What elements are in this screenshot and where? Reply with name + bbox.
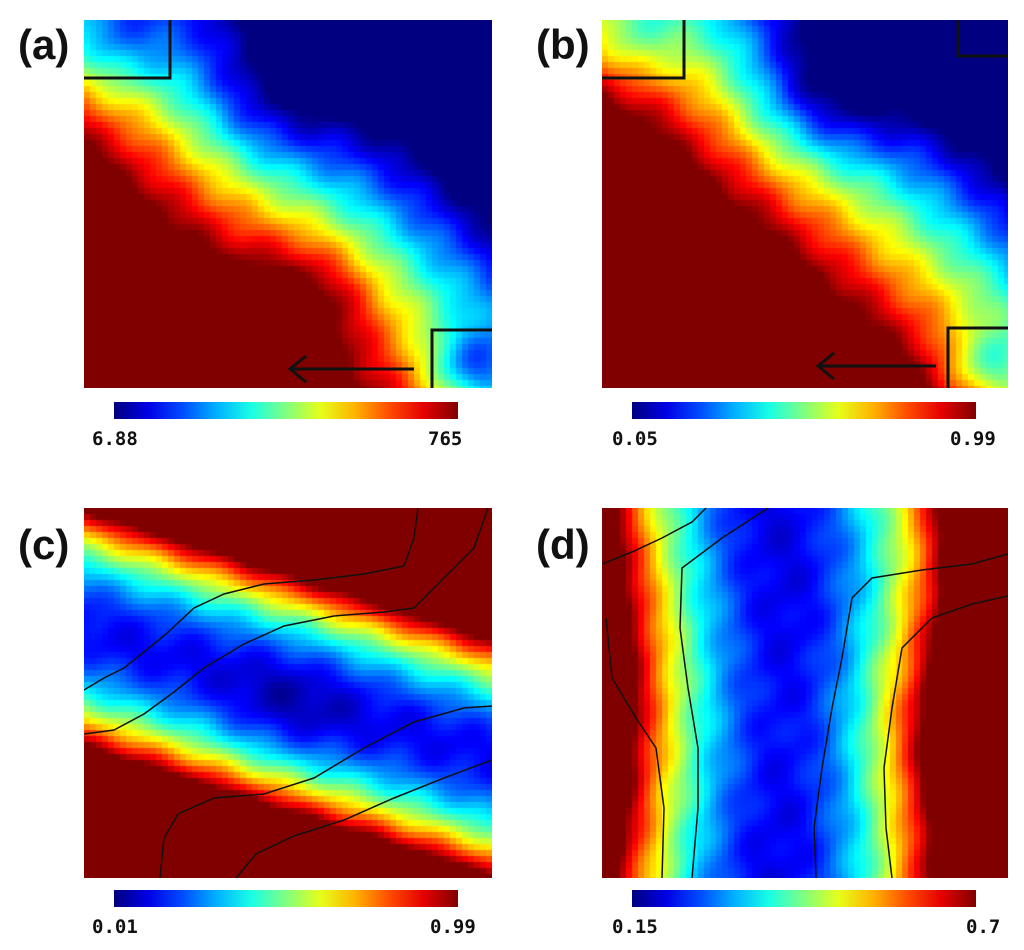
contour-line-4 <box>813 553 1008 878</box>
colorbar-c-min: 0.01 <box>92 916 138 938</box>
colorbar-d <box>632 890 976 907</box>
contour-line-5 <box>883 595 1008 878</box>
colorbar-b <box>632 402 976 419</box>
colorbar-c <box>114 890 458 907</box>
contour-line-1 <box>602 508 707 565</box>
panel-label-d: (d) <box>536 521 590 568</box>
heatmap-c <box>84 508 492 878</box>
colorbar-a <box>114 402 458 419</box>
heatmap-b <box>602 20 1008 388</box>
colorbar-d-max: 0.7 <box>966 916 1001 938</box>
overlay-b <box>602 20 1008 388</box>
arrow-left <box>815 351 936 381</box>
box-top-left <box>84 20 172 80</box>
overlay-a <box>84 20 492 388</box>
contour-line-2 <box>605 617 665 878</box>
contour-line-3 <box>159 705 492 878</box>
arrow-left <box>287 354 414 384</box>
colorbar-b-max: 0.99 <box>950 428 996 450</box>
contour-line-3 <box>679 508 769 878</box>
panel-label-a: (a) <box>18 21 70 68</box>
heatmap-d <box>602 508 1008 878</box>
box-bottom-right <box>946 326 1008 388</box>
heatmap-a <box>84 20 492 388</box>
colorbar-a-max: 765 <box>428 428 463 450</box>
overlay-d <box>602 508 1008 878</box>
box-top-right <box>956 20 1008 58</box>
colorbar-b-min: 0.05 <box>612 428 658 450</box>
colorbar-a-min: 6.88 <box>92 428 138 450</box>
panel-label-b: (b) <box>536 21 590 68</box>
colorbar-d-min: 0.15 <box>612 916 658 938</box>
overlay-c <box>84 508 492 878</box>
panel-label-c: (c) <box>18 521 70 568</box>
contour-line-1 <box>84 508 419 691</box>
contour-line-4 <box>235 759 492 878</box>
colorbar-c-max: 0.99 <box>430 916 476 938</box>
contour-line-2 <box>84 508 489 735</box>
box-top-left <box>602 20 686 80</box>
box-bottom-right <box>430 328 492 388</box>
